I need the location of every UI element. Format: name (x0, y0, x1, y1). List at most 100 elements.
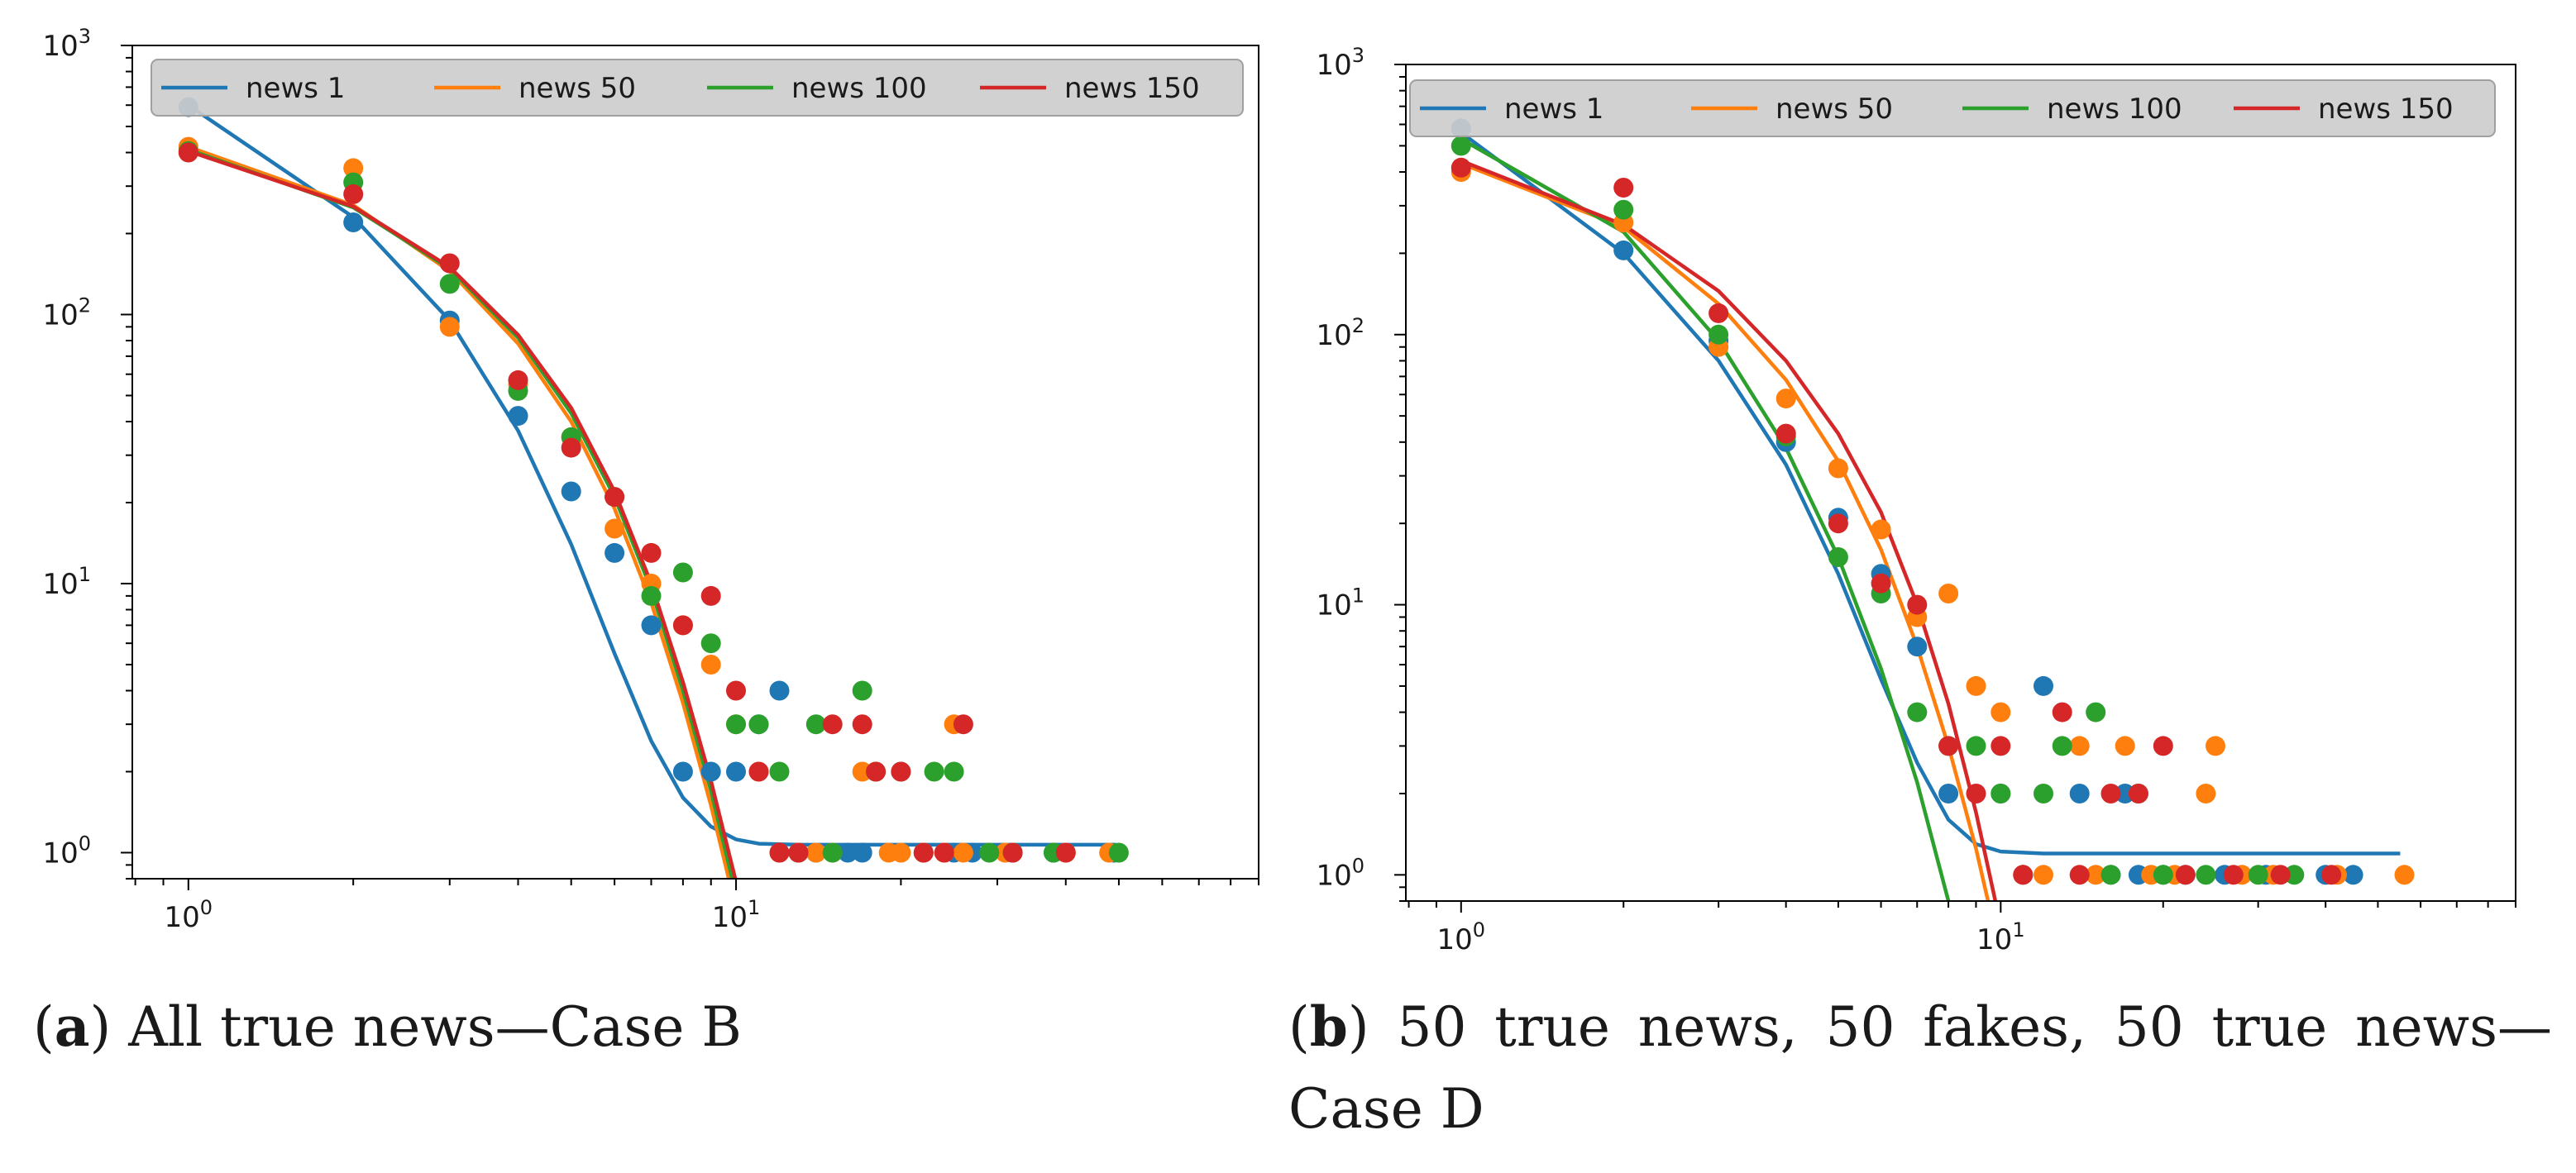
data-point-news-150 (2175, 865, 2196, 885)
y-tick-label: 102 (42, 293, 91, 331)
fit-line-news-1 (1460, 131, 2401, 856)
axes: 100 101 100 101 102 103 (42, 25, 1259, 934)
data-point-news-150 (852, 714, 872, 735)
data-point-news-150 (1828, 513, 1848, 534)
data-point-news-1 (700, 761, 721, 782)
data-point-news-50 (891, 842, 911, 863)
data-point-news-150 (726, 680, 746, 701)
data-point-news-150 (439, 253, 460, 274)
axes: 100 101 100 101 102 103 (1316, 44, 2516, 956)
y-tick-label: 100 (42, 832, 91, 870)
data-point-news-1 (672, 761, 693, 782)
legend-label: news 1 (1504, 93, 1603, 126)
data-point-news-100 (726, 714, 746, 735)
data-point-news-1 (1938, 784, 1959, 803)
data-point-news-50 (1775, 389, 1796, 409)
data-point-news-100 (2086, 702, 2106, 722)
data-point-news-150 (934, 842, 954, 863)
data-point-news-150 (641, 542, 662, 563)
data-point-news-50 (2206, 736, 2225, 756)
data-point-news-100 (439, 274, 460, 294)
data-point-news-1 (2034, 675, 2053, 696)
data-point-news-1 (1613, 240, 1634, 260)
data-point-news-150 (1775, 423, 1796, 444)
data-point-news-150 (891, 761, 911, 782)
data-point-news-100 (1907, 702, 1928, 722)
data-point-news-100 (1613, 199, 1634, 220)
data-point-news-100 (2034, 784, 2053, 803)
data-point-news-1 (508, 406, 528, 427)
data-point-news-100 (822, 842, 843, 863)
data-point-news-100 (641, 585, 662, 606)
data-point-news-150 (1055, 842, 1076, 863)
data-point-news-150 (178, 142, 198, 163)
legend-box (1409, 79, 2496, 137)
plot-area (178, 97, 1129, 879)
x-tick-label: 100 (1437, 918, 1486, 956)
data-point-news-1 (769, 680, 790, 701)
data-point-news-150 (2052, 702, 2072, 722)
plot-frame (131, 45, 1259, 880)
data-point-news-100 (1450, 136, 1471, 156)
data-point-news-100 (944, 761, 964, 782)
fit-line-news-150 (1460, 159, 1998, 901)
data-point-news-1 (838, 842, 858, 863)
caption-a: (a) All true news—Case B (33, 994, 742, 1059)
data-point-news-50 (805, 842, 826, 863)
y-tick-label: 102 (1316, 314, 1364, 352)
plot-area (1450, 118, 2415, 901)
data-point-news-150 (913, 842, 934, 863)
data-point-news-150 (1871, 573, 1891, 594)
data-point-news-150 (866, 761, 887, 782)
data-point-news-150 (2013, 865, 2034, 885)
data-point-news-100 (2100, 865, 2121, 885)
data-point-news-150 (769, 842, 790, 863)
data-point-news-100 (979, 842, 1000, 863)
data-point-news-50 (2034, 865, 2053, 885)
fit-line-news-1 (187, 103, 1115, 847)
data-point-news-150 (788, 842, 809, 863)
legend: news 1 news 50 news 100 news 150 (1409, 79, 2496, 137)
data-point-news-100 (1991, 784, 2011, 803)
legend-label: news 150 (2318, 93, 2454, 126)
data-point-news-100 (852, 680, 872, 701)
data-point-news-150 (2069, 865, 2090, 885)
data-point-news-50 (852, 761, 872, 782)
data-point-news-150 (2128, 784, 2148, 803)
data-point-news-1 (605, 542, 625, 563)
data-point-news-150 (1709, 303, 1729, 323)
data-point-news-50 (1828, 458, 1848, 479)
fit-line-news-100 (188, 147, 734, 879)
data-point-news-150 (343, 184, 364, 204)
y-tick-label: 101 (1316, 584, 1364, 622)
data-point-news-50 (605, 518, 625, 539)
data-point-news-100 (700, 633, 721, 654)
data-point-news-100 (1966, 736, 1986, 756)
data-point-news-100 (769, 761, 790, 782)
data-point-news-150 (2153, 736, 2173, 756)
data-point-news-150 (1613, 178, 1634, 198)
data-point-news-100 (1108, 842, 1129, 863)
fit-line-news-100 (1460, 137, 1951, 901)
data-point-news-50 (1966, 675, 1986, 696)
data-point-news-150 (822, 714, 843, 735)
legend-label: news 100 (791, 72, 927, 105)
data-point-news-150 (1450, 157, 1471, 178)
data-point-news-100 (1828, 547, 1848, 567)
plot-frame (1405, 64, 2516, 902)
x-tick-label: 101 (1976, 918, 2025, 956)
legend-box (151, 59, 1244, 117)
data-point-news-1 (852, 842, 872, 863)
data-point-news-1 (2069, 784, 2090, 803)
data-point-news-50 (953, 842, 973, 863)
data-point-news-100 (805, 714, 826, 735)
data-point-news-150 (2270, 865, 2291, 885)
legend: news 1 news 50 news 100 news 150 (151, 59, 1244, 117)
fit-line-news-150 (188, 149, 738, 879)
x-tick-label: 101 (712, 896, 761, 934)
data-point-news-150 (700, 585, 721, 606)
y-tick-label: 101 (42, 563, 91, 601)
